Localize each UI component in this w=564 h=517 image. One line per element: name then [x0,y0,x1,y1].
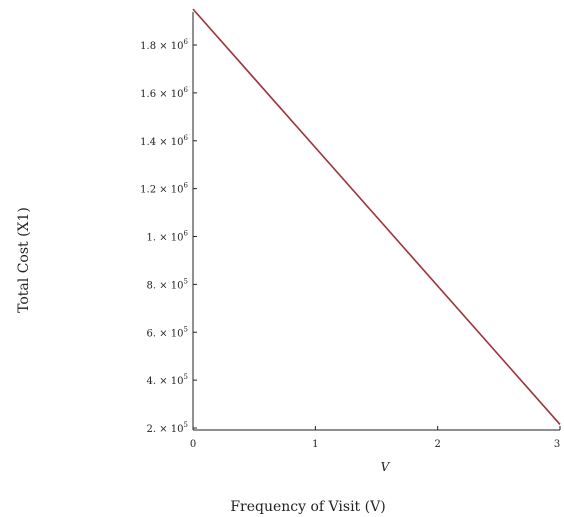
y-axis-ticks: 2. × 105 4. × 105 6. × 105 8. × 105 1. × 106… [140,38,197,435]
y-tick-label: 1.2 × 106 [140,182,188,196]
y-axis-title: Total Cost (X1) [16,207,32,313]
x-axis-symbol: V [381,460,391,474]
y-tick-label: 8. × 105 [147,277,188,291]
y-tick-label: 1. × 106 [147,230,189,244]
x-tick-label: 0 [190,439,196,450]
y-tick-label: 4. × 105 [147,373,188,387]
y-tick-label: 1.4 × 106 [140,134,188,148]
y-tick-label: 1.6 × 106 [140,86,188,100]
series-layer [192,8,561,425]
x-tick-label: 1 [312,439,318,450]
series-line [192,8,561,425]
x-tick-label: 2 [434,439,440,450]
y-tick-label: 6. × 105 [147,325,188,339]
x-tick-label: 3 [554,439,560,450]
x-axis-title: Frequency of Visit (V) [230,499,385,515]
y-tick-label: 2. × 105 [147,421,188,435]
y-tick-label: 1.8 × 106 [140,38,188,52]
